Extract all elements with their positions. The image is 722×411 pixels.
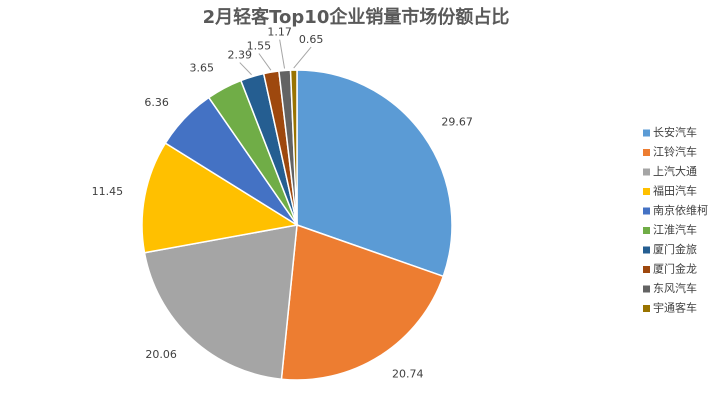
legend-label: 厦门金龙: [653, 262, 697, 276]
legend-swatch: [643, 207, 650, 215]
data-label: 6.36: [144, 96, 169, 109]
leader-line: [293, 46, 312, 69]
leader-line: [279, 39, 286, 69]
legend-label: 江铃汽车: [653, 145, 697, 159]
pie-slice: [296, 69, 453, 278]
legend-label: 南京依维柯: [653, 203, 708, 217]
data-label: 1.17: [267, 26, 292, 39]
data-label: 20.06: [145, 348, 177, 361]
legend-label: 福田汽车: [653, 184, 697, 198]
leader-line: [258, 53, 272, 71]
legend-label: 上汽大通: [653, 164, 697, 178]
legend-swatch: [643, 305, 650, 312]
legend-swatch: [643, 266, 650, 273]
legend-swatch: [643, 188, 650, 195]
data-label: 20.74: [392, 367, 424, 380]
legend-swatch: [643, 168, 650, 176]
data-label: 2.39: [228, 49, 253, 62]
legend-swatch: [643, 227, 650, 234]
data-label: 0.65: [299, 33, 324, 46]
data-label: 3.65: [190, 62, 215, 75]
pie-slice: [143, 224, 298, 381]
legend-swatch: [643, 285, 650, 293]
data-label: 29.67: [441, 116, 473, 129]
legend-swatch: [643, 149, 650, 156]
pie-slice: [141, 142, 300, 254]
legend-swatch: [643, 246, 650, 254]
chart-title: 2月轻客Top10企业销量市场份额占比: [203, 6, 510, 28]
pie-slice: [280, 223, 445, 381]
legend-label: 宇通客车: [653, 301, 697, 315]
legend-label: 厦门金旅: [653, 242, 697, 256]
legend-label: 江淮汽车: [653, 223, 697, 237]
pie-slice: [289, 69, 298, 226]
legend-label: 长安汽车: [653, 125, 697, 139]
leader-line: [239, 62, 252, 76]
legend-label: 东风汽车: [653, 281, 697, 295]
data-label: 11.45: [92, 185, 124, 198]
data-label: 1.55: [247, 40, 272, 53]
legend-swatch: [643, 129, 650, 137]
